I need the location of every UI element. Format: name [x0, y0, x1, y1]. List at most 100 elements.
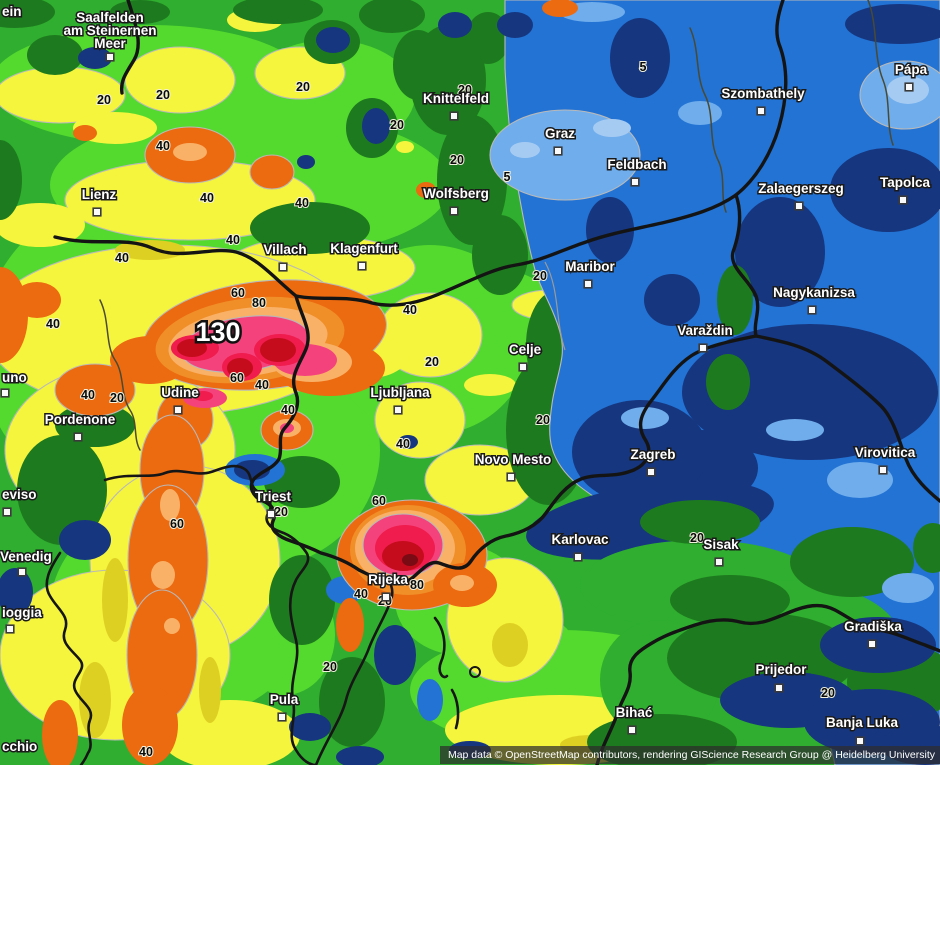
city: Novo Mesto — [473, 451, 553, 482]
city-marker — [92, 207, 102, 217]
city-marker — [646, 467, 656, 477]
city: Udine — [160, 384, 201, 415]
city-marker — [878, 465, 888, 475]
city-marker — [627, 725, 637, 735]
city-label: Pula — [270, 692, 299, 707]
city: Celje — [507, 341, 543, 372]
city-label: Venedig — [0, 549, 52, 564]
city: Szombathely — [720, 85, 807, 116]
city: Knittelfeld — [422, 90, 491, 121]
city-marker — [449, 111, 459, 121]
city: eviso — [1, 486, 38, 517]
city-marker — [17, 567, 27, 577]
city: Sisak — [702, 536, 741, 567]
city-label: Nagykanizsa — [773, 285, 855, 300]
city-marker — [855, 736, 865, 746]
city: Nagykanizsa — [772, 284, 857, 315]
city-label: Ljubljana — [370, 385, 430, 400]
city-label: am Steinernen — [63, 23, 156, 38]
city-label: Pápa — [895, 62, 928, 77]
city-marker — [73, 432, 83, 442]
city-marker — [573, 552, 583, 562]
city-label: Prijedor — [755, 662, 807, 677]
contour-label: 40 — [139, 745, 153, 759]
contour-label: 60 — [230, 371, 244, 385]
contour-label: 40 — [354, 587, 368, 601]
city: Triest — [253, 488, 293, 519]
city-marker — [553, 146, 563, 156]
city-label: Novo Mesto — [475, 452, 552, 467]
country-borders — [45, 0, 940, 765]
city-marker — [583, 279, 593, 289]
city-marker — [5, 624, 15, 634]
city-marker — [518, 362, 528, 372]
contour-label: 40 — [396, 437, 410, 451]
city: Lienz — [80, 186, 118, 217]
city-label: Rijeka — [368, 572, 408, 587]
city-label: Klagenfurt — [330, 241, 398, 256]
city: Zagreb — [629, 446, 677, 477]
city-label: cchio — [2, 739, 37, 754]
city-label: Udine — [161, 385, 199, 400]
contour-label: 40 — [81, 388, 95, 402]
map-canvas: 20 20 20 20 20 20 40 5 5 40 40 40 40 40 60 80 40 20 20 60 40… — [0, 0, 940, 765]
city: Zalaegerszeg — [757, 180, 845, 211]
city-label: ein — [2, 4, 22, 19]
contour-label: 5 — [640, 60, 647, 74]
city: Pula — [268, 691, 300, 722]
city-marker — [630, 177, 640, 187]
city-marker — [357, 261, 367, 271]
contour-label: 40 — [295, 196, 309, 210]
contour-label: 5 — [504, 170, 511, 184]
city-label: Bihać — [616, 705, 653, 720]
contour-label: 20 — [296, 80, 310, 94]
contour-label: 40 — [200, 191, 214, 205]
city-marker — [0, 388, 10, 398]
city-marker — [277, 712, 287, 722]
city-label: Zalaegerszeg — [758, 181, 844, 196]
precipitation-map: 20 20 20 20 20 20 40 5 5 40 40 40 40 40 60 80 40 20 20 60 40… — [0, 0, 940, 765]
city-label: Graz — [545, 126, 575, 141]
contour-label: 40 — [115, 251, 129, 265]
contour-label: 20 — [690, 531, 704, 545]
city-marker — [506, 472, 516, 482]
city: Klagenfurt — [329, 240, 400, 271]
city: Rijeka — [367, 571, 410, 602]
contour-label: 80 — [410, 578, 424, 592]
city: Villach — [262, 241, 308, 272]
city: Virovitica — [853, 444, 917, 475]
contour-label: 40 — [255, 378, 269, 392]
city-label: Banja Luka — [826, 715, 899, 730]
city: Gradiška — [843, 618, 904, 649]
contour-label: 60 — [170, 517, 184, 531]
city: ioggia — [1, 604, 44, 634]
contour-label: 40 — [281, 403, 295, 417]
city: Banja Luka — [824, 714, 900, 746]
city-label: Virovitica — [855, 445, 916, 460]
city-marker — [794, 201, 804, 211]
city-label: Meer — [94, 36, 126, 51]
city-marker — [393, 405, 403, 415]
contour-label: 20 — [274, 505, 288, 519]
city-marker — [381, 592, 391, 602]
contour-label: 20 — [425, 355, 439, 369]
contour-label: 60 — [372, 494, 386, 508]
contour-label: 20 — [450, 153, 464, 167]
city: Pordenone — [43, 411, 117, 442]
city-label: Gradiška — [844, 619, 902, 634]
max-precip-label: 130 — [195, 317, 240, 347]
contour-label: 20 — [390, 118, 404, 132]
contour-value-labels: 20 20 20 20 20 20 40 5 5 40 40 40 40 40 60 80 40 20 20 60 40… — [45, 59, 836, 760]
contour-label: 40 — [226, 233, 240, 247]
city-marker — [807, 305, 817, 315]
map-attribution: Map data © OpenStreetMap contributors, r… — [439, 746, 940, 764]
city-marker — [867, 639, 877, 649]
city: cchio — [1, 738, 39, 756]
contour-label: 20 — [323, 660, 337, 674]
city-label: Celje — [509, 342, 542, 357]
city: Ljubljana — [369, 384, 432, 415]
city: Varaždin — [676, 322, 734, 353]
city-label: uno — [2, 370, 27, 385]
contour-label: 20 — [536, 413, 550, 427]
